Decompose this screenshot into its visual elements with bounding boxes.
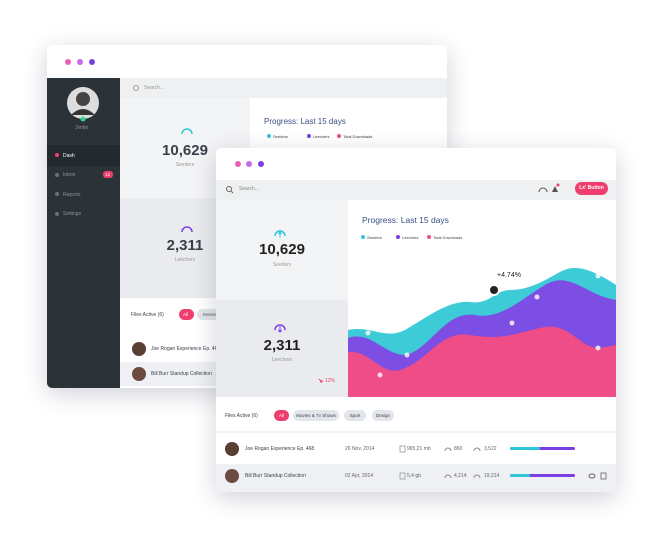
file-size: 5,4 gb [407,473,421,479]
file-seeders: 19,214 [484,473,500,479]
area-chart [348,268,616,397]
menu-item[interactable]: Dash [63,153,75,159]
annotation: +4.74% [497,272,521,279]
user-name: Jimbo [75,125,89,131]
front-decor [216,161,616,492]
legend-item: Total Downloads [433,235,463,240]
badge: 12 [105,172,111,177]
button[interactable]: Lx' Button [579,185,604,191]
legend-item: Leechers [402,235,419,240]
filter[interactable]: Movies [203,312,218,317]
legend-item: Seeders [367,235,382,240]
file-name: Joe Rogan Experience Ep. 468 [245,446,315,452]
file-size: 965,21 mb [407,446,431,452]
chart-title: Progress: Last 15 days [362,215,449,225]
filter[interactable]: Movies & Tv Shows [296,413,336,418]
stat-value: 2,311 [166,237,204,254]
front-window: Search... Lx' Button 10,629 Seeders 2,31… [216,148,616,492]
stat-label: Leechers [271,357,293,363]
file-leechers: 4,214 [454,473,467,479]
stat-value: 10,629 [162,142,208,159]
file-date: 26 Nov, 2014 [345,446,375,452]
stat-change: 12% [325,378,336,384]
file-name: Bill Burr Standup Collection [245,473,306,479]
legend-item: Leechers [313,134,330,139]
filter[interactable]: All [183,312,189,317]
file-name: Joe Rogan Experience Ep. 468 [151,346,221,352]
search[interactable]: Search... [144,85,165,91]
file-name: Bill Burr Standup Collection [151,371,212,377]
legend-item: Seeders [273,134,288,139]
file-leechers: 860 [454,446,463,452]
menu-item[interactable]: Reports [63,192,81,198]
stat-label: Leechers [174,257,196,263]
filter[interactable]: All [278,413,284,418]
file-seeders: 3,522 [484,446,497,452]
stat-label: Seeders [175,162,195,168]
file-date: 02 Apr, 2014 [345,473,374,479]
chart-title: Progress: Last 15 days [264,117,346,126]
files-title: Files Active (6) [131,312,164,318]
stat-value: 2,311 [263,337,301,354]
stat-value: 10,629 [259,241,305,258]
stat-label: Seeders [272,262,292,268]
filter[interactable]: Design [375,413,390,418]
files-title: Files Active (6) [225,413,258,419]
filter[interactable]: Sport [349,413,361,418]
search[interactable]: Search... [239,186,260,192]
menu-item[interactable]: Inbox [63,172,76,178]
legend-item: Total Downloads [343,134,373,139]
menu-item[interactable]: Settings [63,211,82,217]
